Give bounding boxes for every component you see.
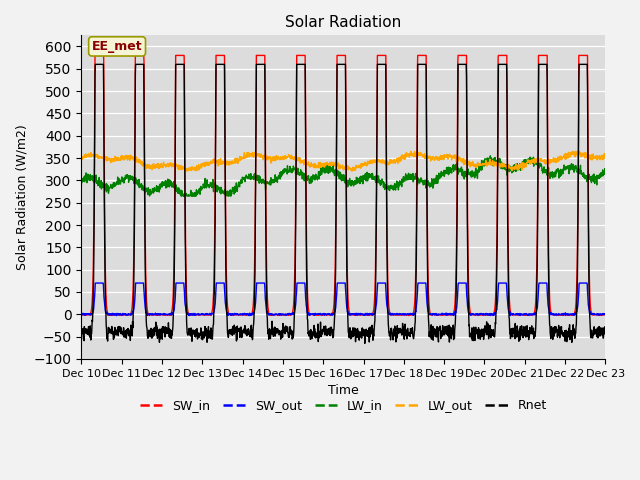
LW_out xyxy=(525,160,532,166)
LW_out xyxy=(183,168,191,174)
SW_in xyxy=(249,305,257,311)
LW_out xyxy=(351,167,359,172)
Line: LW_out: LW_out xyxy=(81,151,605,171)
LW_in xyxy=(178,193,186,199)
LW_in xyxy=(351,180,359,185)
SW_in xyxy=(351,312,359,318)
Rnet xyxy=(602,326,609,332)
LW_in xyxy=(242,175,250,181)
SW_in xyxy=(597,312,605,318)
SW_in xyxy=(234,312,241,318)
Text: EE_met: EE_met xyxy=(92,40,142,53)
SW_out xyxy=(77,312,85,317)
SW_out xyxy=(92,280,99,286)
Rnet xyxy=(234,329,241,335)
SW_out xyxy=(525,312,533,317)
SW_out xyxy=(243,312,250,318)
LW_out xyxy=(77,155,85,160)
SW_out xyxy=(113,313,120,319)
LW_out xyxy=(597,155,605,161)
LW_in xyxy=(77,185,85,191)
Line: Rnet: Rnet xyxy=(81,64,605,343)
SW_out xyxy=(234,312,242,317)
SW_in xyxy=(77,312,85,317)
LW_out xyxy=(574,148,582,154)
SW_out xyxy=(597,312,605,318)
X-axis label: Time: Time xyxy=(328,384,359,397)
LW_in xyxy=(597,173,605,179)
SW_out xyxy=(602,312,609,317)
Rnet xyxy=(361,340,369,346)
SW_in xyxy=(242,312,250,318)
Line: SW_in: SW_in xyxy=(81,55,605,315)
Rnet xyxy=(525,334,533,339)
LW_in xyxy=(602,170,609,176)
Rnet xyxy=(597,325,605,331)
LW_out xyxy=(242,155,250,160)
LW_out xyxy=(234,158,241,164)
SW_out xyxy=(250,311,257,317)
Title: Solar Radiation: Solar Radiation xyxy=(285,15,401,30)
LW_in xyxy=(249,176,257,181)
LW_in xyxy=(486,153,494,159)
SW_in xyxy=(525,312,533,318)
Rnet xyxy=(351,327,359,333)
LW_out xyxy=(249,150,257,156)
Rnet xyxy=(249,328,257,334)
Rnet xyxy=(92,61,99,67)
Line: SW_out: SW_out xyxy=(81,283,605,316)
Rnet xyxy=(242,331,250,337)
Rnet xyxy=(77,332,85,338)
LW_in xyxy=(234,184,241,190)
LW_in xyxy=(525,156,533,162)
SW_in xyxy=(91,52,99,58)
Line: LW_in: LW_in xyxy=(81,156,605,196)
SW_in xyxy=(405,312,413,318)
Y-axis label: Solar Radiation (W/m2): Solar Radiation (W/m2) xyxy=(15,124,28,270)
SW_out xyxy=(352,311,360,317)
SW_in xyxy=(602,312,609,318)
Legend: SW_in, SW_out, LW_in, LW_out, Rnet: SW_in, SW_out, LW_in, LW_out, Rnet xyxy=(134,395,552,418)
LW_out xyxy=(602,150,609,156)
